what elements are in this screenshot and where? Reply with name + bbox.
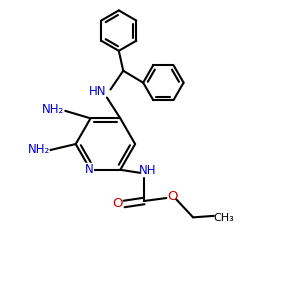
Text: O: O — [168, 190, 178, 203]
Text: NH₂: NH₂ — [27, 142, 50, 156]
Text: O: O — [112, 197, 123, 210]
Text: NH₂: NH₂ — [42, 103, 64, 116]
Text: CH₃: CH₃ — [213, 213, 234, 223]
Text: NH: NH — [139, 164, 157, 177]
Text: N: N — [85, 163, 93, 176]
Text: HN: HN — [89, 85, 107, 98]
